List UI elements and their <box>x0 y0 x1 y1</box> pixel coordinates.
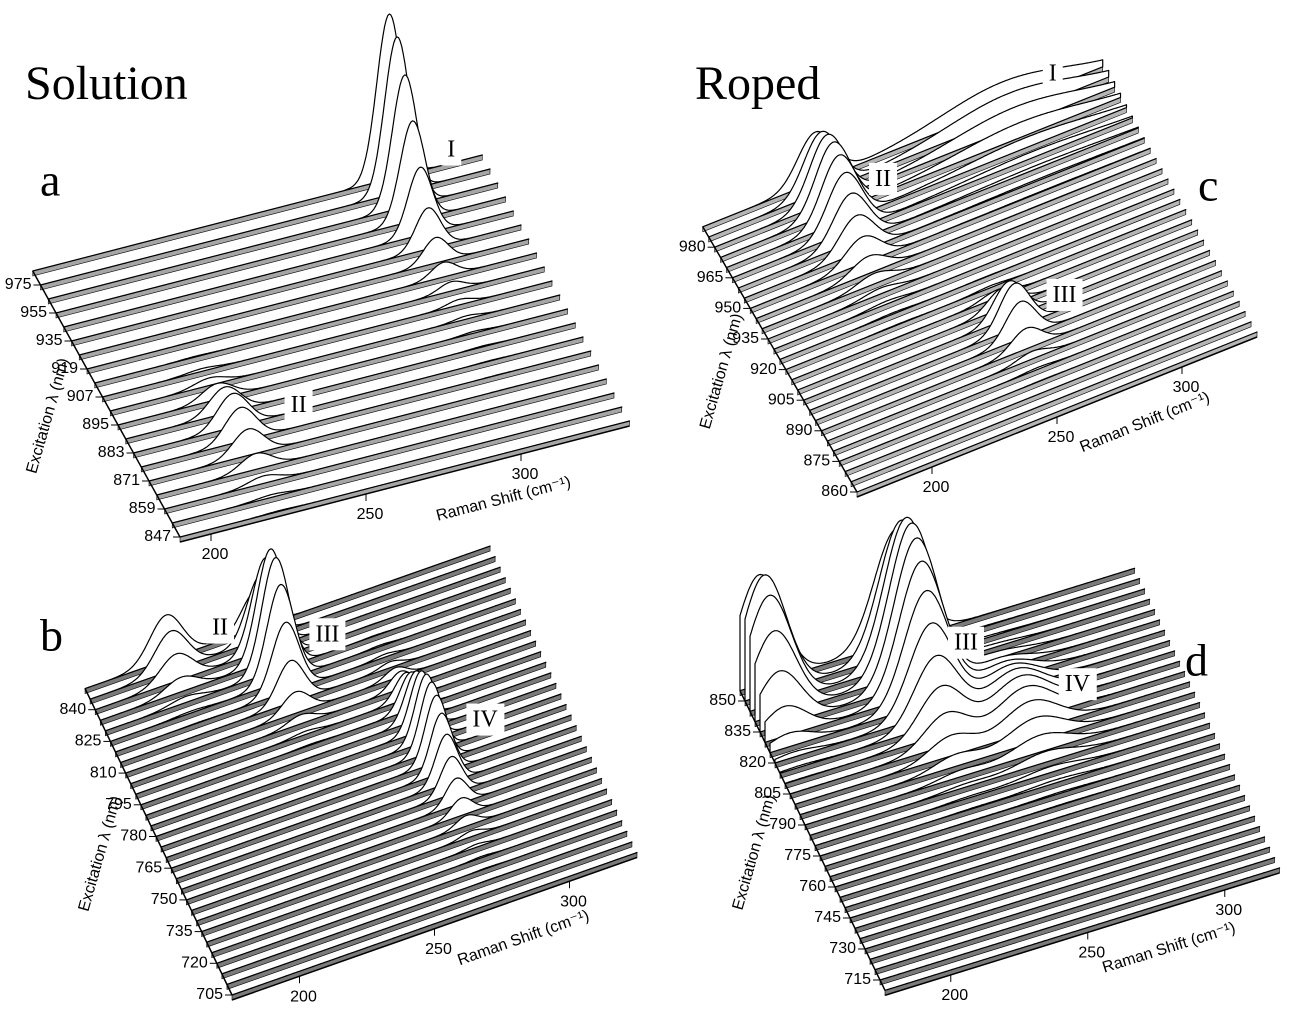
x-tick-label: 250 <box>1048 429 1075 446</box>
y-tick-label: 765 <box>135 859 162 876</box>
baseline-strip <box>875 847 1270 974</box>
y-axis-label: Excitation λ (nm) <box>24 356 73 475</box>
y-tick-label: 905 <box>768 391 795 408</box>
panel: 715730745760775790805820835850200250300R… <box>709 517 1279 1004</box>
y-tick-label: 705 <box>196 986 223 1003</box>
y-tick-label: 745 <box>814 909 841 926</box>
x-tick-label: 200 <box>941 987 968 1004</box>
y-tick-label: 859 <box>129 500 156 517</box>
y-tick-label: 760 <box>799 878 826 895</box>
y-tick-label: 735 <box>166 923 193 940</box>
y-tick-label: 860 <box>821 483 848 500</box>
peak-annotation: IV <box>472 707 498 733</box>
x-axis-label: Raman Shift (cm⁻¹) <box>435 474 573 525</box>
y-axis-label: Excitation λ (nm) <box>730 793 779 912</box>
y-tick-label: 847 <box>144 528 171 545</box>
panel: 705720735750765780795810825840200250300R… <box>59 546 637 1005</box>
y-tick-label: 850 <box>709 692 736 709</box>
peak-annotation: III <box>954 630 978 656</box>
y-tick-label: 883 <box>98 444 125 461</box>
panel-letter: c <box>1198 160 1218 211</box>
y-tick-label: 965 <box>697 269 724 286</box>
y-tick-label: 750 <box>151 891 178 908</box>
baseline-strip <box>880 858 1275 985</box>
y-tick-label: 907 <box>67 388 94 405</box>
y-tick-label: 920 <box>750 361 777 378</box>
y-tick-label: 775 <box>784 847 811 864</box>
y-tick-label: 835 <box>724 723 751 740</box>
y-tick-label: 720 <box>181 955 208 972</box>
peak-annotation: I <box>1049 60 1057 86</box>
y-tick-label: 955 <box>20 304 47 321</box>
panel-heading: Roped <box>695 57 820 110</box>
y-tick-label: 875 <box>803 453 830 470</box>
peak-annotation: III <box>1053 282 1077 308</box>
y-tick-label: 780 <box>120 828 147 845</box>
y-tick-label: 715 <box>844 971 871 988</box>
peak-annotation: II <box>291 392 307 418</box>
x-tick-label: 200 <box>923 479 950 496</box>
y-tick-label: 895 <box>82 416 109 433</box>
y-tick-label: 871 <box>113 472 140 489</box>
page: 847859871883895907919935955975200250300R… <box>0 0 1291 1011</box>
y-tick-label: 810 <box>90 764 117 781</box>
x-axis-label: Raman Shift (cm⁻¹) <box>455 907 591 969</box>
panel-letter: b <box>40 610 63 661</box>
y-axis-label: Excitation λ (nm) <box>697 312 746 431</box>
x-tick-label: 300 <box>1215 902 1242 919</box>
x-tick-label: 250 <box>425 941 452 958</box>
panel-heading: Solution <box>25 57 188 110</box>
peak-annotation: I <box>447 137 455 163</box>
peak-annotation: II <box>212 615 228 641</box>
y-tick-label: 935 <box>36 332 63 349</box>
y-tick-label: 790 <box>769 816 796 833</box>
y-tick-label: 840 <box>59 701 86 718</box>
peak-annotation: III <box>315 621 339 647</box>
x-tick-label: 300 <box>512 466 539 483</box>
x-axis-label: Raman Shift (cm⁻¹) <box>1100 919 1237 976</box>
y-tick-label: 980 <box>679 238 706 255</box>
panel-letter: d <box>1185 635 1208 686</box>
y-axis-label: Excitation λ (nm) <box>76 794 125 913</box>
panel: 860875890905920935950965980200250300Rama… <box>679 57 1257 500</box>
y-tick-label: 730 <box>829 940 856 957</box>
panel-letter: a <box>40 155 60 206</box>
y-tick-label: 820 <box>739 754 766 771</box>
x-tick-label: 200 <box>290 988 317 1005</box>
figure: 847859871883895907919935955975200250300R… <box>0 0 1291 1011</box>
peak-annotation: II <box>875 166 891 192</box>
y-tick-label: 825 <box>75 733 102 750</box>
x-tick-label: 200 <box>202 546 229 563</box>
y-tick-label: 975 <box>5 276 32 293</box>
x-tick-label: 250 <box>357 506 384 523</box>
peak-annotation: IV <box>1065 671 1091 697</box>
y-tick-label: 890 <box>786 422 813 439</box>
